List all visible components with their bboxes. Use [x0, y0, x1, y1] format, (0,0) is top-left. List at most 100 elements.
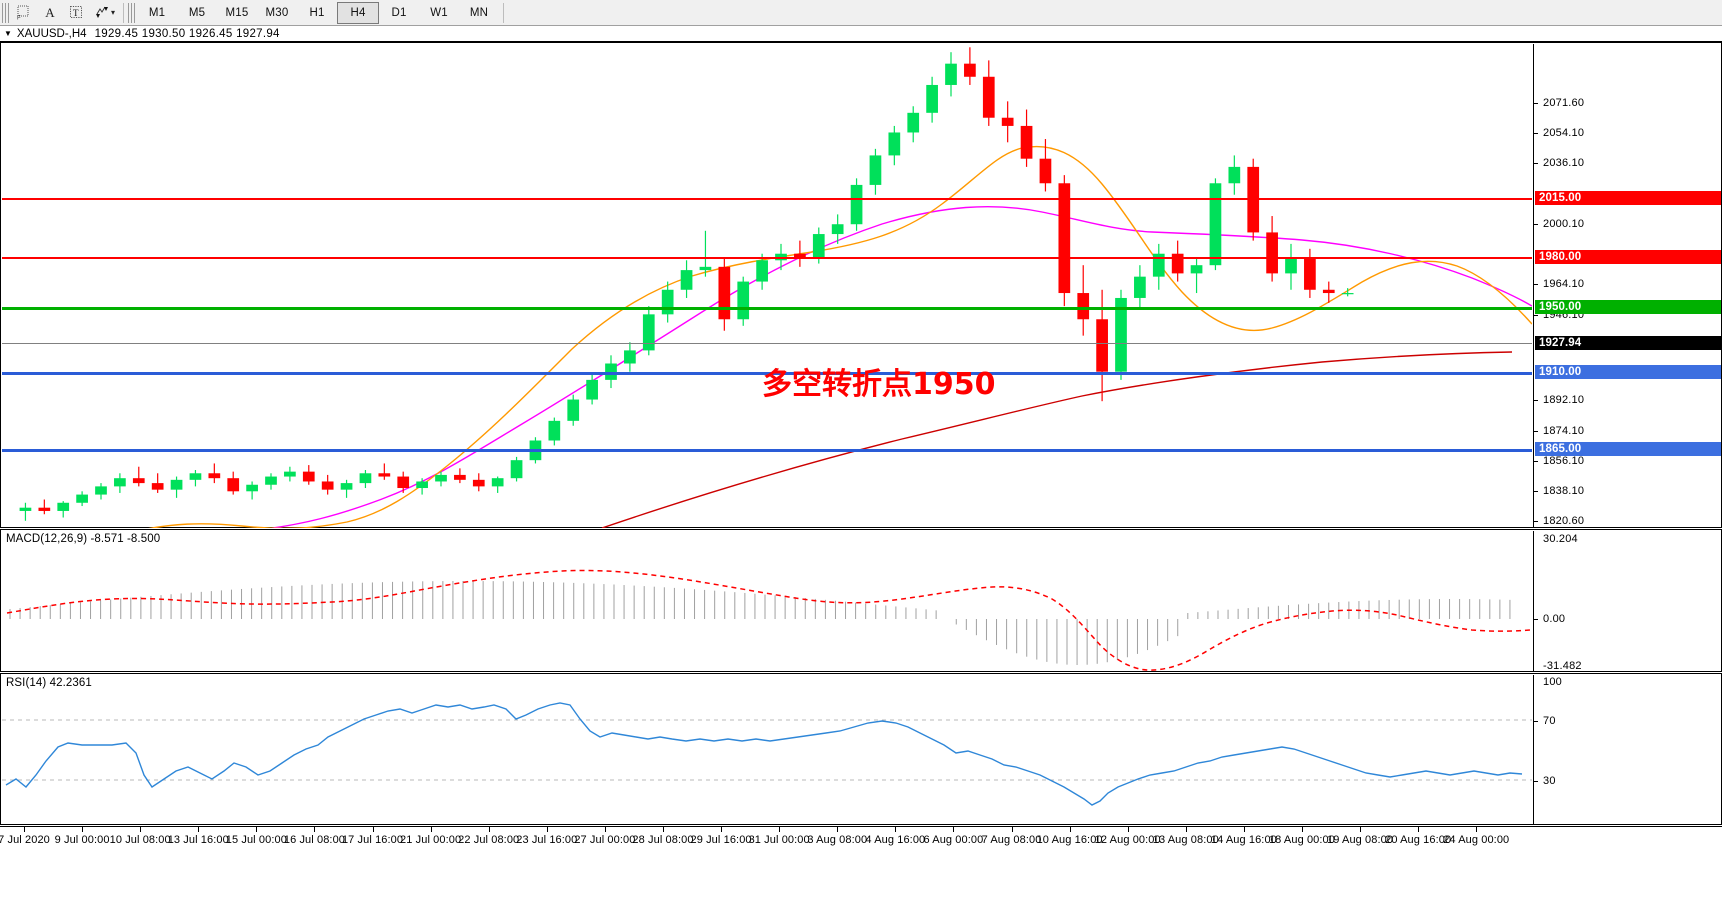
- time-axis-label: 6 Aug 00:00: [923, 834, 984, 846]
- macd-pane[interactable]: MACD(12,26,9) -8.571 -8.500 30.204 0.00 …: [0, 529, 1722, 672]
- time-axis-label: 29 Jul 16:00: [690, 834, 752, 846]
- price-plot-area[interactable]: 多空转折点1950: [2, 44, 1532, 528]
- timeframe-w1[interactable]: W1: [430, 6, 448, 19]
- timeframe-m30[interactable]: M30: [265, 6, 289, 19]
- price-tick-2071: 2071.60: [1534, 97, 1584, 109]
- price-label-last-price: 1927.94: [1535, 336, 1721, 350]
- timeframe-grip[interactable]: [128, 2, 136, 23]
- price-label-2015[interactable]: 2015.00: [1535, 191, 1721, 205]
- ma-mid-line: [267, 205, 1532, 528]
- time-tick-mark: [256, 827, 258, 832]
- toolbar-grip[interactable]: [2, 2, 9, 23]
- timeframe-h1[interactable]: H1: [309, 6, 325, 19]
- time-tick-mark: [1418, 827, 1420, 832]
- main-toolbar: F A T ▾ M1 M5 M15 M30 H1 H4 D1 W1 MN: [0, 0, 1722, 26]
- ma-fast-line: [148, 145, 1532, 528]
- text-label-icon[interactable]: A: [37, 2, 63, 24]
- objects-dropdown-caret[interactable]: ▾: [111, 8, 116, 17]
- price-axis[interactable]: 2071.60 2054.10 2036.10 2000.10 1964.10 …: [1533, 44, 1721, 528]
- collapse-arrow-icon[interactable]: ▼: [4, 29, 12, 38]
- time-axis-label: 15 Jul 00:00: [225, 834, 287, 846]
- rsi-plot-area[interactable]: [2, 675, 1532, 825]
- time-axis-label: 22 Jul 08:00: [458, 834, 520, 846]
- rsi-axis[interactable]: 100 70 30: [1533, 675, 1721, 825]
- svg-text:F: F: [17, 16, 21, 21]
- time-axis-label: 16 Jul 08:00: [283, 834, 346, 846]
- level-line-last-price: [2, 343, 1532, 344]
- time-tick-mark: [1360, 827, 1362, 832]
- time-axis-label: 24 Aug 00:00: [1443, 834, 1510, 846]
- price-tick-2036: 2036.10: [1534, 157, 1584, 169]
- time-axis-label: 13 Aug 08:00: [1152, 834, 1219, 846]
- level-line-2015[interactable]: [2, 198, 1532, 200]
- time-axis[interactable]: 7 Jul 2020 9 Jul 00:00 10 Jul 08:00 13 Jul …: [0, 826, 1722, 856]
- price-tick-1856: 1856.10: [1534, 455, 1584, 467]
- rsi-tick-70: 70: [1534, 715, 1556, 727]
- time-tick-mark: [1301, 827, 1303, 832]
- toolbar-divider-1: [123, 2, 125, 23]
- rsi-chart-svg: [2, 702, 1532, 806]
- time-tick-mark: [372, 827, 374, 832]
- timeframe-mn[interactable]: MN: [469, 6, 489, 19]
- time-axis-label: 21 Jul 00:00: [400, 834, 462, 846]
- time-axis-label: 28 Jul 08:00: [632, 834, 694, 846]
- rsi-pane-label: RSI(14) 42.2361: [6, 677, 92, 689]
- crosshair-icon[interactable]: F: [11, 2, 37, 24]
- chart-panes: 多空转折点1950 2071.60 2054.10 2036.10 2000.1…: [0, 42, 1722, 898]
- timeframe-m1[interactable]: M1: [148, 6, 166, 19]
- svg-text:T: T: [73, 8, 79, 18]
- price-tick-1892: 1892.10: [1534, 394, 1584, 406]
- price-label-1910[interactable]: 1910.00: [1535, 365, 1721, 379]
- level-line-1910[interactable]: [2, 372, 1532, 375]
- chart-annotation-text[interactable]: 多空转折点1950: [762, 367, 996, 402]
- timeframe-h4[interactable]: H4: [337, 1, 380, 24]
- text-box-icon[interactable]: T: [63, 2, 89, 24]
- time-tick-mark: [314, 827, 316, 832]
- time-axis-label: 9 Jul 00:00: [54, 834, 110, 846]
- time-tick-mark: [140, 827, 142, 832]
- ma-slow-line: [601, 351, 1513, 528]
- toolbar-divider-2: [503, 2, 505, 23]
- text-label-glyph: A: [45, 4, 55, 20]
- time-axis-label: 13 Jul 16:00: [167, 834, 229, 846]
- price-pane[interactable]: 多空转折点1950 2071.60 2054.10 2036.10 2000.1…: [0, 42, 1722, 528]
- time-axis-label: 12 Aug 00:00: [1094, 834, 1161, 846]
- price-label-1980[interactable]: 1980.00: [1535, 250, 1721, 264]
- rsi-tick-100: 100: [1543, 676, 1562, 688]
- time-tick-mark: [1011, 827, 1013, 832]
- time-tick-mark: [1476, 827, 1478, 832]
- time-tick-mark: [779, 827, 781, 832]
- macd-axis[interactable]: 30.204 0.00 -31.482: [1533, 531, 1721, 672]
- macd-pane-label: MACD(12,26,9) -8.571 -8.500: [6, 533, 161, 545]
- price-tick-2000: 2000.10: [1534, 218, 1584, 230]
- time-axis-label: 19 Aug 08:00: [1327, 834, 1394, 846]
- price-label-1950[interactable]: 1950.00: [1535, 300, 1721, 314]
- time-tick-mark: [488, 827, 490, 832]
- time-axis-label: 20 Aug 16:00: [1385, 834, 1452, 846]
- rsi-pane[interactable]: RSI(14) 42.2361 100 70 30: [0, 673, 1722, 825]
- level-line-1865[interactable]: [2, 449, 1532, 452]
- timeframe-d1[interactable]: D1: [391, 6, 407, 19]
- crosshair-icon-svg: F: [17, 5, 28, 21]
- rsi-line: [5, 702, 1523, 806]
- timeframe-m15[interactable]: M15: [225, 6, 249, 19]
- price-tick-1964: 1964.10: [1534, 278, 1584, 290]
- time-tick-mark: [895, 827, 897, 832]
- price-label-1865[interactable]: 1865.00: [1535, 442, 1721, 456]
- macd-signal-line: [6, 569, 1531, 671]
- time-tick-mark: [837, 827, 839, 832]
- time-tick-mark: [1185, 827, 1187, 832]
- macd-tick-min: -31.482: [1543, 660, 1582, 672]
- timeframe-m5[interactable]: M5: [188, 6, 206, 19]
- time-axis-label: 23 Jul 16:00: [516, 834, 578, 846]
- time-tick-mark: [1243, 827, 1245, 832]
- level-line-1980[interactable]: [2, 257, 1532, 259]
- macd-plot-area[interactable]: [2, 531, 1532, 672]
- level-line-1950[interactable]: [2, 307, 1532, 310]
- time-axis-label: 18 Aug 00:00: [1268, 834, 1335, 846]
- objects-icon[interactable]: [89, 2, 115, 24]
- price-tick-1874: 1874.10: [1534, 425, 1584, 437]
- time-tick-mark: [430, 827, 432, 832]
- price-chart-svg: [19, 47, 1532, 528]
- time-tick-mark: [1069, 827, 1071, 832]
